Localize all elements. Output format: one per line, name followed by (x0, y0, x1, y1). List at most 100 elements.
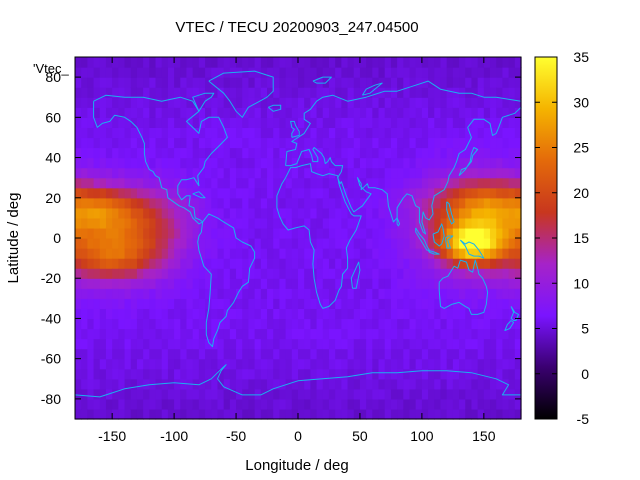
heatmap-cell (347, 147, 355, 159)
heatmap-cell (198, 288, 206, 299)
heatmap-cell (161, 107, 169, 118)
heatmap-cell (347, 308, 355, 320)
heatmap-cell (229, 388, 237, 400)
heatmap-cell (322, 87, 330, 98)
heatmap-cell (434, 338, 442, 350)
heatmap-cell (452, 107, 460, 118)
heatmap-cell (304, 278, 311, 289)
heatmap-cell (390, 298, 398, 309)
heatmap-cell (267, 157, 274, 169)
heatmap-cell (149, 97, 157, 108)
heatmap-cell (223, 378, 231, 390)
heatmap-cell (397, 177, 404, 189)
heatmap-cell (75, 328, 82, 340)
heatmap-cell (217, 87, 225, 98)
heatmap-cell (118, 248, 126, 259)
heatmap-cell (390, 177, 398, 189)
y-tick-label: 60 (45, 109, 61, 125)
heatmap-cell (229, 217, 237, 229)
heatmap-cell (310, 177, 318, 189)
heatmap-cell (112, 177, 119, 189)
heatmap-cell (310, 57, 318, 68)
heatmap-cell (341, 278, 349, 289)
heatmap-cell (502, 117, 510, 128)
heatmap-cell (167, 308, 175, 320)
heatmap-cell (490, 57, 497, 68)
heatmap-cell (471, 217, 479, 229)
heatmap-cell (118, 408, 126, 420)
heatmap-cell (217, 177, 225, 189)
heatmap-cell (514, 298, 522, 309)
heatmap-cell (514, 207, 522, 219)
heatmap-cell (198, 278, 206, 289)
heatmap-cell (496, 177, 504, 189)
heatmap-cell (254, 127, 262, 139)
heatmap-cell (347, 368, 355, 380)
heatmap-cell (397, 298, 404, 309)
heatmap-cell (359, 308, 367, 320)
heatmap-cell (490, 107, 497, 118)
heatmap-cell (347, 127, 355, 139)
heatmap-cell (359, 298, 367, 309)
heatmap-cell (186, 388, 194, 400)
heatmap-cell (105, 67, 113, 78)
heatmap-cell (167, 258, 175, 269)
heatmap-cell (409, 378, 417, 390)
heatmap-cell (502, 107, 510, 118)
heatmap-cell (205, 408, 212, 420)
heatmap-cell (483, 398, 491, 410)
heatmap-cell (403, 77, 411, 88)
heatmap-cell (198, 227, 206, 239)
heatmap-cell (279, 368, 287, 380)
heatmap-cell (440, 248, 448, 259)
heatmap-cell (304, 378, 311, 390)
heatmap-cell (440, 238, 448, 249)
heatmap-cell (353, 348, 361, 360)
heatmap-cell (390, 268, 398, 279)
heatmap-cell (409, 318, 417, 330)
heatmap-cell (452, 368, 460, 380)
heatmap-cell (260, 408, 268, 420)
heatmap-cell (483, 378, 491, 390)
heatmap-cell (304, 227, 311, 239)
heatmap-cell (298, 87, 305, 98)
heatmap-cell (347, 408, 355, 420)
heatmap-cell (242, 288, 250, 299)
heatmap-cell (471, 318, 479, 330)
heatmap-cell (304, 388, 311, 400)
heatmap-cell (81, 348, 88, 360)
heatmap-cell (378, 408, 386, 420)
heatmap-cell (174, 57, 181, 68)
heatmap-cell (328, 77, 336, 88)
heatmap-cell (514, 67, 522, 78)
heatmap-cell (384, 358, 392, 370)
coastline-novaya-zemlya (361, 82, 383, 96)
heatmap-cell (446, 207, 454, 219)
heatmap-cell (242, 298, 250, 309)
heatmap-cell (335, 57, 342, 68)
heatmap-cell (440, 398, 448, 410)
heatmap-cell (341, 408, 349, 420)
heatmap-cell (118, 207, 126, 219)
heatmap-cell (465, 268, 473, 279)
heatmap-cell (310, 127, 318, 139)
heatmap-cell (434, 87, 442, 98)
heatmap-cell (149, 227, 157, 239)
heatmap-cell (390, 167, 398, 179)
heatmap-cell (198, 328, 206, 340)
heatmap-cell (514, 318, 522, 330)
heatmap-cell (328, 87, 336, 98)
x-tick-label: 150 (472, 428, 496, 444)
heatmap-cell (366, 97, 373, 108)
heatmap-cell (285, 278, 293, 289)
heatmap-cell (267, 67, 274, 78)
heatmap-cell (316, 398, 324, 410)
heatmap-cell (366, 378, 373, 390)
heatmap-cell (310, 157, 318, 169)
heatmap-cell (236, 227, 243, 239)
heatmap-cell (161, 67, 169, 78)
heatmap-cell (149, 87, 157, 98)
heatmap-cell (508, 368, 516, 380)
heatmap-cell (502, 378, 510, 390)
heatmap-cell (124, 378, 132, 390)
